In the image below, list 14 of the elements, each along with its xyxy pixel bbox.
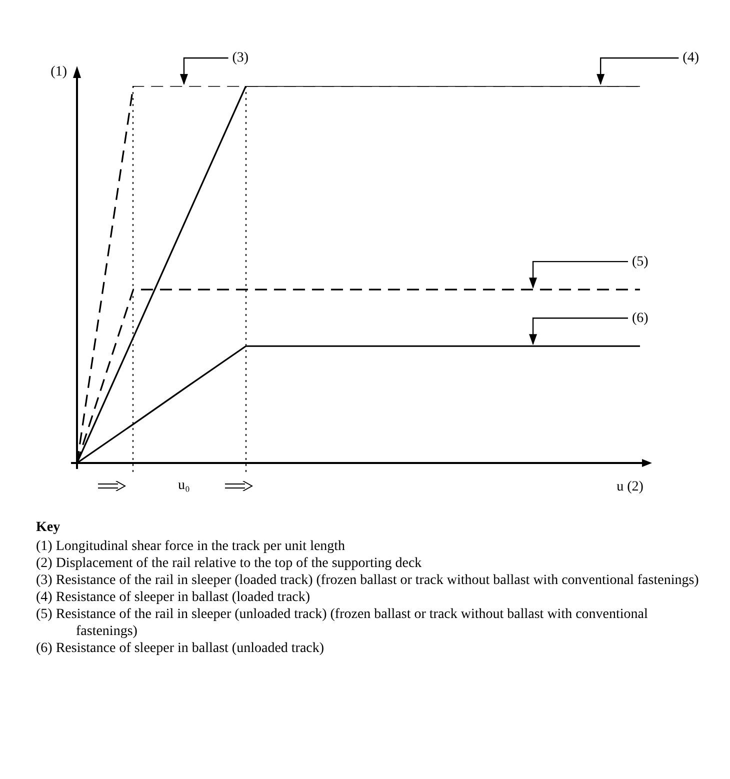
text: (2) Displacement of the rail relative to the top of the supporting deck — [36, 555, 423, 572]
series-label: (3) — [232, 50, 249, 66]
series-label: (5) — [632, 254, 649, 270]
y-axis-title: (1) — [50, 64, 68, 80]
text: (4) Resistance of sleeper in ballast (loaded track) — [36, 589, 312, 606]
text: (5) Resistance of the rail in sleeper (unloaded track) (frozen ballast or track without ballast with conventional fastenings) — [36, 606, 649, 640]
text: (4) — [682, 50, 700, 66]
text: (3) Resistance of the rail in sleeper (loaded track) (frozen ballast or track without ballast with conventional fastenings) — [36, 572, 700, 589]
series-label: (6) — [632, 310, 649, 326]
text: Key — [36, 520, 62, 536]
text: (1) Longitudinal shear force in the track per unit length — [36, 538, 346, 555]
text: (6) Resistance of sleeper in ballast (unloaded track) — [36, 640, 326, 657]
text: u₀ — [178, 478, 190, 494]
x-axis-title: u (2) — [616, 480, 644, 495]
